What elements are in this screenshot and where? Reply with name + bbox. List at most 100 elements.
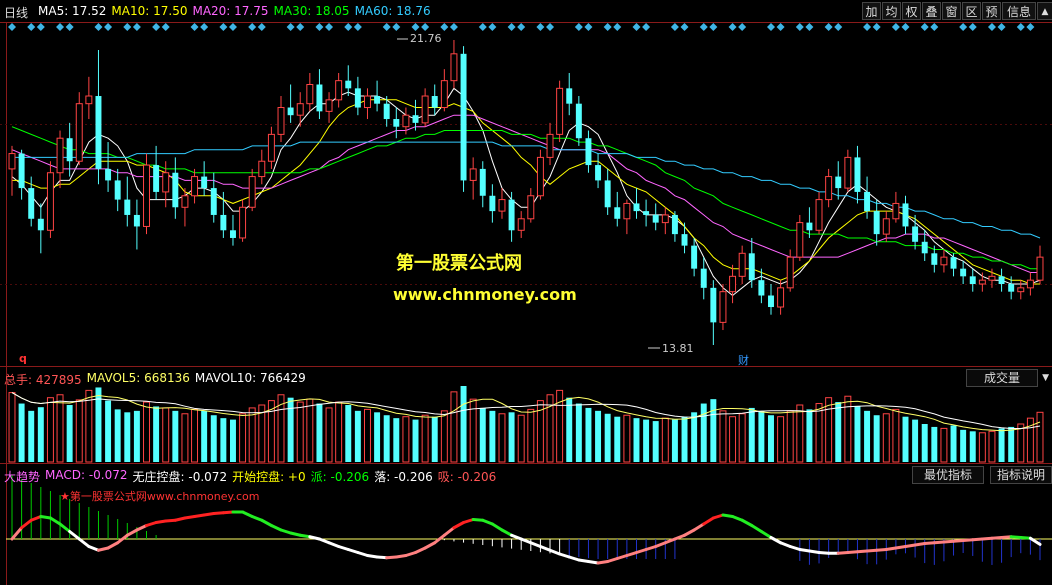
volume-bar (623, 414, 631, 463)
volume-bar (1008, 426, 1015, 462)
volume-bar (931, 426, 938, 462)
macd-line-segment (423, 541, 437, 550)
candle-body (921, 241, 928, 254)
macd-line-segment (202, 512, 216, 517)
toolbar-button-5[interactable]: 区 (962, 2, 981, 20)
volume-bar (1036, 411, 1044, 463)
candle-body (854, 157, 861, 192)
volume-bar (940, 427, 948, 463)
macd-line-segment (663, 537, 677, 545)
volume-bar (585, 407, 592, 462)
volume-ma-line-5 (11, 392, 1041, 432)
macd-line-segment (58, 522, 72, 533)
volume-bar (652, 421, 659, 462)
chevron-down-icon[interactable]: ▼ (1042, 373, 1049, 383)
macd-line-segment (39, 515, 52, 520)
candle-body (595, 165, 602, 181)
toolbar-button-1[interactable]: 均 (882, 2, 901, 20)
macd-line-segment (769, 536, 783, 545)
watermark-url: www.chnmoney.com (393, 285, 577, 304)
macd-line-segment (106, 541, 120, 550)
signal-diamond (968, 23, 977, 31)
toolbar-button-4[interactable]: 窗 (942, 2, 961, 20)
volume-bar (248, 407, 256, 463)
signal-diamond (94, 23, 103, 31)
candle-body (153, 165, 160, 192)
candle-body (950, 257, 957, 269)
indicator-help-button[interactable]: 指标说明 (990, 466, 1052, 484)
candle-body (517, 218, 525, 231)
signal-diamond (863, 23, 872, 31)
volume-bar (37, 407, 44, 462)
candle-body (46, 172, 54, 231)
volume-bar (210, 415, 217, 462)
volume-bar (18, 403, 25, 462)
macd-line-segment (442, 526, 456, 537)
volume-selector[interactable]: 成交量 ▼ (966, 369, 1049, 387)
volume-bar (864, 410, 871, 462)
signal-diamond (248, 23, 257, 31)
macd-line-segment (48, 516, 62, 526)
macd-line-segment (356, 551, 369, 557)
candle-body (536, 156, 544, 197)
signal-diamond (507, 23, 516, 31)
toolbar-button-3[interactable]: 叠 (922, 2, 941, 20)
signal-diamond (27, 23, 36, 31)
signal-diamond (891, 23, 900, 31)
candle-body (661, 214, 669, 224)
candle-body (421, 95, 429, 124)
candle-body (114, 180, 121, 200)
indicator-legend-item-5: 落: -0.206 (374, 470, 433, 484)
signal-diamond (959, 23, 968, 31)
toolbar-button-2[interactable]: 权 (902, 2, 921, 20)
signal-diamond (56, 23, 65, 31)
macd-line-segment (798, 548, 811, 553)
volume-bar (66, 405, 73, 462)
macd-line-segment (740, 518, 754, 527)
volume-bar (873, 415, 880, 462)
volume-bar (527, 408, 535, 463)
ma-legend-item-3: MA30: 18.05 (273, 4, 350, 18)
macd-line-segment (711, 513, 725, 520)
volume-selector-label: 成交量 (983, 371, 1020, 385)
candle-body (1008, 284, 1015, 292)
toolbar-scroll-icon[interactable]: ▲ (1037, 2, 1052, 20)
macd-line-segment (683, 528, 696, 537)
candle-body (267, 133, 275, 162)
toolbar-button-6[interactable]: 预 (982, 2, 1001, 20)
candle-body (815, 199, 823, 231)
toolbar-button-7[interactable]: 信息 (1002, 2, 1036, 20)
macd-line-segment (77, 537, 91, 548)
macd-line-segment (87, 545, 100, 552)
macd-line-segment (615, 554, 629, 560)
macd-line-segment (365, 554, 379, 559)
macd-line-segment (490, 522, 504, 532)
volume-bar (335, 401, 343, 463)
best-indicator-button[interactable]: 最优指标 (912, 466, 984, 484)
volume-bar (421, 414, 429, 463)
macd-line-segment (923, 541, 936, 545)
volume-bar (345, 405, 352, 462)
macd-line-segment (308, 535, 321, 541)
signal-diamond (987, 23, 996, 31)
candle-body (796, 222, 804, 258)
candle-body (277, 107, 285, 135)
candle-body (460, 53, 467, 181)
signal-diamond (132, 23, 141, 31)
signal-diamond (478, 23, 487, 31)
candle-body (681, 234, 688, 246)
candle-body (28, 188, 35, 219)
macd-line-segment (913, 542, 927, 547)
macd-line-segment (846, 550, 859, 554)
signal-diamond (824, 23, 833, 31)
volume-bar (239, 413, 247, 463)
ma-line-ma20 (11, 114, 1040, 273)
signal-diamond (315, 23, 324, 31)
macd-line-segment (116, 533, 129, 545)
macd-line-segment (20, 518, 33, 530)
volume-bar (960, 429, 967, 462)
indicator-legend-item-6: 吸: -0.206 (437, 470, 497, 484)
macd-line-segment (241, 510, 254, 518)
toolbar-button-0[interactable]: 加 (862, 2, 881, 20)
